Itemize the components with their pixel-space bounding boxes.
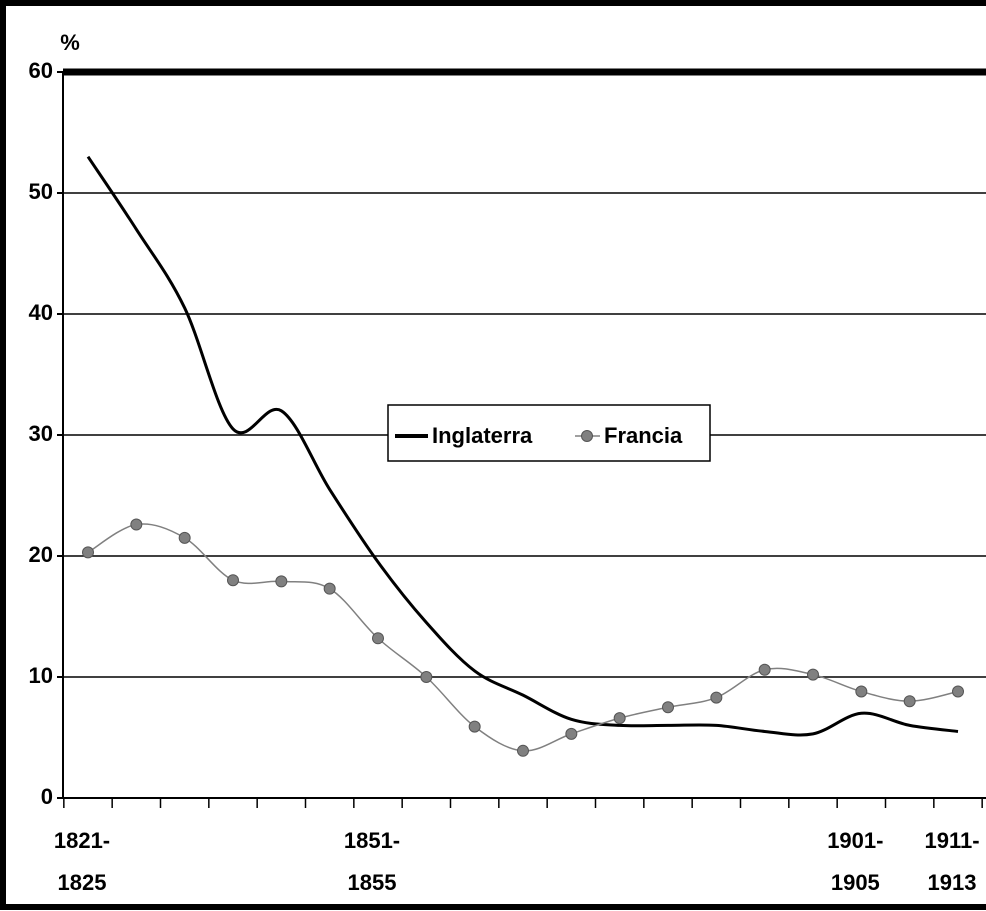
marker	[372, 632, 384, 645]
marker	[807, 668, 819, 681]
y-tick-label: 20	[29, 542, 53, 567]
marker	[903, 695, 916, 708]
line	[86, 155, 959, 737]
legend-label: Francia	[604, 423, 683, 448]
y-tick-label: 50	[29, 179, 53, 204]
marker	[323, 582, 336, 595]
y-tick-label: 40	[29, 300, 53, 325]
legend-box	[387, 404, 711, 462]
marker	[420, 671, 433, 683]
x-tick-label: 1851-1855	[344, 828, 400, 895]
y-tick-label: 30	[29, 421, 53, 446]
x-tick-label: 1911-1913	[924, 828, 979, 895]
marker	[758, 663, 771, 676]
x-tick-label: 1821-1825	[54, 828, 110, 895]
marker	[710, 691, 723, 704]
marker	[855, 685, 868, 698]
marker	[468, 720, 481, 733]
marker	[517, 744, 529, 757]
marker	[227, 574, 239, 587]
marker	[952, 685, 964, 698]
y-tick-label: 60	[29, 58, 53, 83]
marker	[82, 546, 94, 559]
legend-swatch	[581, 430, 593, 442]
y-axis-label: %	[60, 30, 80, 55]
legend: Inglaterra Francia	[387, 404, 711, 462]
marker	[178, 531, 191, 544]
marker	[130, 518, 143, 531]
marker	[662, 701, 674, 714]
marker	[275, 575, 288, 588]
marker	[613, 712, 626, 725]
y-tick-label: 10	[29, 663, 53, 688]
marker	[565, 727, 578, 740]
y-tick-label: 0	[41, 784, 53, 809]
x-tick-label: 1901-1905	[827, 828, 883, 895]
legend-label: Inglaterra	[432, 423, 533, 448]
line	[87, 523, 959, 752]
